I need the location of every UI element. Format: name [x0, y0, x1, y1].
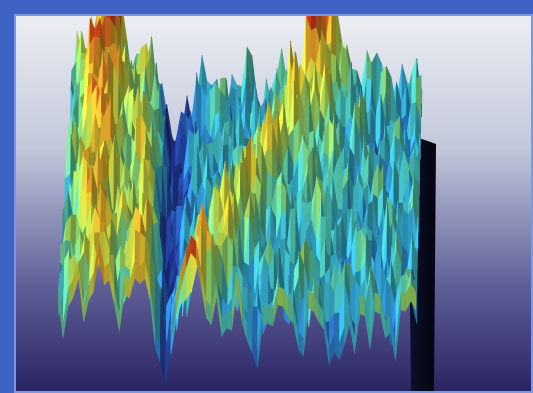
surface-front-edge	[63, 288, 69, 340]
surface-front-edge	[293, 306, 299, 350]
surface-front-edge	[364, 298, 370, 351]
surface-front-edge	[78, 260, 84, 324]
surface-front-edge	[160, 345, 166, 386]
surface-front-edge	[211, 280, 217, 326]
surface-front-edge	[385, 314, 391, 339]
surface-front-edge	[237, 270, 243, 324]
surface-front-edge	[83, 282, 89, 324]
surface-front-edge	[359, 295, 365, 317]
surface-facet	[323, 281, 330, 323]
surface-facet	[341, 45, 347, 88]
surface-front-edge	[308, 290, 314, 312]
surface-facet	[355, 229, 362, 277]
surface-facet	[366, 61, 373, 81]
surface-front-edge	[410, 283, 416, 311]
surface-front-edge	[134, 260, 140, 285]
surface-front-edge	[334, 334, 340, 361]
surface-front-edge	[150, 283, 156, 349]
surface-front-edge	[144, 260, 151, 302]
surface-front-edge	[68, 279, 74, 307]
surface-facet	[104, 16, 111, 49]
surface-front-edge	[216, 280, 222, 337]
surface-front-edge	[191, 235, 197, 260]
surface-front-edge	[267, 305, 273, 327]
surface-front-edge	[257, 307, 263, 370]
surface-front-edge	[313, 293, 319, 323]
surface-front-edge	[88, 273, 94, 301]
surface-front-edge	[303, 290, 309, 357]
surface-facet	[134, 229, 141, 267]
surface-front-edge	[165, 327, 171, 386]
surface-front-edge	[175, 270, 181, 317]
surface-plot-image	[16, 16, 531, 391]
surface-front-edge	[180, 251, 186, 289]
surface-front-edge	[226, 310, 232, 331]
surface-front-edge	[221, 310, 227, 337]
surface-front-edge	[139, 260, 145, 285]
surface-front-edge	[272, 286, 278, 327]
surface-facet	[267, 123, 273, 151]
surface-front-edge	[247, 323, 253, 354]
surface-front-edge	[400, 292, 406, 312]
surface-front-edge	[380, 295, 386, 339]
surface-front-edge	[375, 292, 381, 314]
surface-front-edge	[318, 304, 324, 330]
surface-front-edge	[344, 307, 350, 346]
surface-front-edge	[405, 283, 411, 312]
surface-front-edge	[370, 292, 376, 351]
surface-front-edge	[395, 292, 401, 362]
surface-facet	[208, 141, 215, 155]
surface-front-edge	[73, 260, 79, 298]
surface-facet	[206, 245, 212, 309]
surface-front-edge	[283, 288, 289, 317]
surface-front-edge	[119, 275, 125, 333]
surface-front-edge	[196, 241, 202, 288]
surface-front-edge	[104, 262, 110, 286]
surface-front-edge	[329, 334, 335, 367]
surface-front-edge	[231, 270, 237, 331]
surface-front-edge	[242, 305, 248, 342]
surface-front-edge	[262, 305, 268, 326]
surface-front-edge	[155, 330, 161, 364]
surface-front-edge	[170, 299, 176, 346]
surface-front-edge	[298, 331, 304, 357]
surface-front-edge	[288, 298, 294, 324]
surface-front-edge	[93, 239, 99, 292]
surface-front-edge	[98, 239, 104, 286]
surface-front-edge	[354, 295, 360, 355]
surface-front-edge	[277, 286, 283, 307]
surface-front-edge	[252, 335, 258, 370]
surface-front-edge	[109, 262, 115, 306]
surface-front-edge	[323, 311, 330, 367]
surface-mesh	[57, 16, 436, 391]
image-panel	[14, 14, 533, 393]
surface-facet	[330, 52, 337, 84]
surface-front-edge	[206, 300, 212, 326]
surface-front-edge	[129, 260, 135, 299]
surface-front-edge	[185, 235, 191, 269]
surface-front-edge	[58, 282, 64, 340]
surface-front-edge	[349, 307, 355, 355]
surface-front-edge	[339, 327, 345, 361]
surface-front-edge	[201, 269, 207, 319]
surface-front-edge	[124, 275, 130, 299]
surface-front-edge	[390, 314, 396, 362]
surface-front-edge	[114, 287, 120, 333]
